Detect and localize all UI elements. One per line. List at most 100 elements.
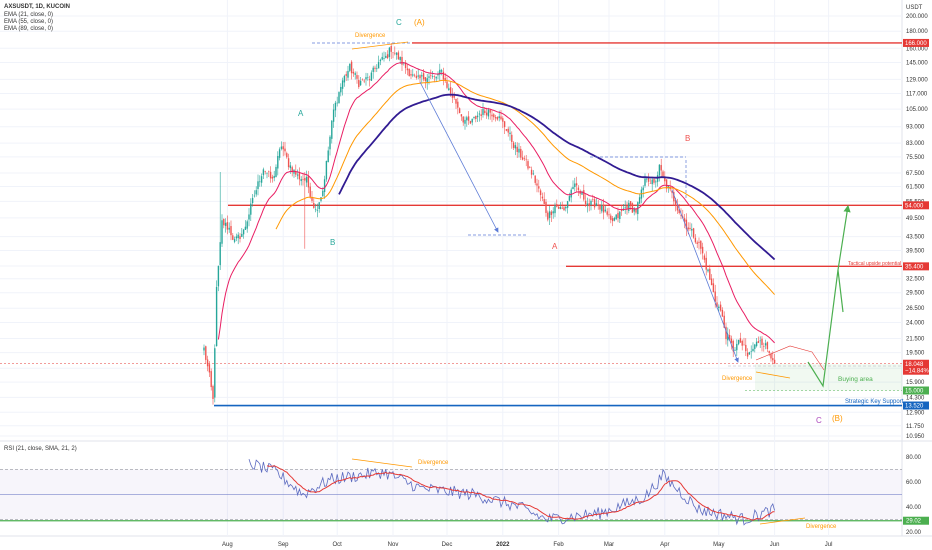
candle-body-35 — [266, 172, 268, 174]
candle-body-284 — [714, 291, 716, 302]
candle-body-301 — [745, 344, 747, 352]
candle-body-164 — [498, 116, 500, 119]
price-tick-21: 21.500 — [906, 336, 925, 342]
price-tick-14: 43.500 — [906, 235, 925, 241]
candle-body-312 — [764, 343, 767, 346]
candle-body-317 — [773, 359, 776, 364]
candle-body-119 — [417, 75, 419, 77]
candle-body-63 — [316, 209, 319, 211]
candle-body-114 — [408, 68, 410, 77]
candle-body-228 — [613, 217, 616, 221]
candle-body-149 — [471, 118, 473, 123]
candle-body-313 — [766, 342, 769, 349]
rsi-legend: RSI (21, close, SMA, 21, 2) — [4, 446, 77, 452]
candle-body-73 — [334, 102, 337, 111]
candle-body-118 — [415, 75, 418, 78]
candle-body-95 — [374, 67, 376, 69]
candle-body-100 — [383, 58, 385, 59]
candle-body-40 — [275, 166, 277, 177]
note-1: Divergence — [722, 376, 753, 382]
candle-body-141 — [457, 101, 459, 108]
candle-body-304 — [750, 351, 752, 352]
candle-body-303 — [748, 352, 751, 355]
price-pane — [0, 0, 902, 440]
candle-body-268 — [685, 219, 688, 230]
candle-body-310 — [761, 338, 763, 345]
price-tag-bg-2 — [903, 262, 929, 271]
candle-body-49 — [291, 167, 293, 173]
candle-body-22 — [242, 229, 245, 235]
price-tag-3: 18.048 — [905, 362, 924, 368]
wave-label-7: (B) — [832, 414, 843, 423]
price-divergence-line-1 — [351, 41, 409, 50]
candle-body-215 — [590, 200, 592, 205]
candle-body-115 — [410, 74, 412, 76]
price-divergence-line-2 — [755, 371, 791, 379]
candle-body-156 — [484, 110, 486, 114]
candle-body-9 — [219, 242, 221, 266]
candle-body-97 — [377, 61, 380, 69]
candle-body-84 — [354, 73, 356, 75]
candle-body-112 — [404, 62, 407, 69]
candle-body-26 — [250, 203, 252, 215]
rsi-tick-2: 40.00 — [906, 505, 922, 511]
candle-body-70 — [329, 136, 331, 150]
candle-body-19 — [237, 234, 239, 239]
candle-body-256 — [664, 177, 666, 182]
price-tag-bg-1 — [903, 201, 929, 210]
candle-body-260 — [671, 190, 673, 193]
candle-body-208 — [577, 187, 580, 191]
candle-body-274 — [696, 242, 698, 244]
rsi-divergence-line-2 — [759, 517, 806, 525]
candle-body-300 — [743, 344, 745, 346]
candle-body-41 — [277, 156, 279, 169]
candle-body-247 — [647, 177, 650, 182]
candle-body-12 — [224, 222, 227, 226]
candle-body-183 — [532, 173, 535, 175]
candle-body-25 — [248, 214, 250, 220]
candle-body-145 — [464, 119, 466, 124]
price-tick-18: 29.500 — [906, 291, 925, 297]
price-tick-26: 12.900 — [906, 410, 925, 416]
candle-body-28 — [253, 195, 256, 197]
candle-body-75 — [338, 92, 340, 104]
time-tick-3: Nov — [388, 542, 399, 548]
projection-path-green-dip — [837, 269, 844, 313]
candle-body-13 — [226, 222, 229, 230]
candle-body-47 — [287, 158, 290, 168]
candle-body-122 — [422, 73, 425, 80]
candle-body-74 — [336, 102, 338, 104]
candle-body-165 — [500, 116, 502, 120]
candle-body-217 — [593, 199, 596, 208]
candle-body-34 — [264, 171, 266, 172]
time-tick-0: Aug — [222, 542, 233, 548]
rsi-divergence-label-1: Divergence — [418, 460, 449, 466]
candle-body-163 — [496, 117, 499, 120]
time-tick-6: Feb — [553, 542, 564, 548]
price-tag-4: −14.84% — [905, 369, 930, 375]
candle-body-153 — [478, 113, 481, 115]
candle-body-5 — [212, 386, 214, 399]
candle-body-79 — [345, 74, 347, 76]
candle-body-32 — [260, 176, 263, 183]
price-tick-20: 24.000 — [906, 321, 925, 327]
candle-body-110 — [401, 56, 403, 65]
candle-body-295 — [734, 349, 736, 351]
time-tick-9: May — [713, 542, 724, 548]
candle-body-223 — [604, 209, 607, 212]
candle-body-283 — [712, 283, 715, 293]
candle-body-297 — [737, 339, 740, 345]
rsi-divergence-label-2: Divergence — [806, 524, 837, 530]
candle-body-117 — [413, 74, 416, 76]
candle-body-305 — [752, 348, 754, 352]
price-axis: USDT 200.000 180.000 160.000 145.000 129.000 1… — [903, 5, 930, 440]
candle-body-188 — [541, 196, 544, 199]
price-tick-24: 15.900 — [906, 380, 925, 386]
candle-body-258 — [667, 186, 670, 188]
candle-body-275 — [698, 241, 700, 243]
price-tag-1: 54.000 — [905, 203, 924, 209]
rsi-line — [248, 458, 775, 526]
price-tick-4: 129.000 — [906, 77, 928, 83]
candle-body-191 — [547, 212, 549, 220]
note-2: Tactical upside potential — [848, 261, 901, 267]
